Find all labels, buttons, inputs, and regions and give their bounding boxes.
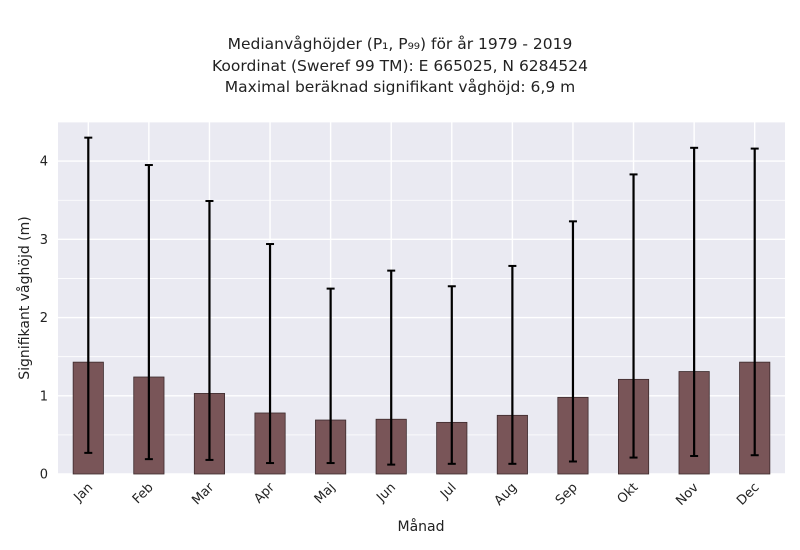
plot-area	[58, 122, 785, 474]
x-axis-label: Månad	[398, 518, 445, 535]
chart-title: Medianvåghöjder (P₁, P₉₉) för år 1979 - …	[0, 34, 800, 99]
title-line-3: Maximal beräknad signifikant våghöjd: 6,…	[224, 78, 576, 96]
y-axis-label: Signifikant våghöjd (m)	[16, 216, 33, 379]
error-bars	[84, 136, 759, 466]
x-tick-label: Mar	[189, 480, 217, 508]
x-tick-label: Jan	[71, 480, 96, 505]
x-tick-label: Feb	[130, 480, 157, 507]
y-tick-label: 2	[40, 311, 48, 326]
y-tick-label: 3	[40, 233, 48, 248]
title-line-2: Koordinat (Sweref 99 TM): E 665025, N 62…	[212, 56, 588, 75]
x-tick-label: Okt	[615, 480, 642, 507]
x-tick-labels: Jan Feb Mar Apr Maj Jun Jul Aug Sep Okt Nov Dec	[71, 480, 763, 509]
x-tick-label: Nov	[673, 480, 702, 509]
y-tick-labels: 0 1 2 3 4	[40, 155, 48, 483]
x-tick-label: Sep	[553, 480, 581, 508]
x-tick-label: Dec	[734, 480, 762, 508]
x-tick-label: Maj	[312, 480, 339, 507]
x-tick-label: Jun	[373, 480, 399, 506]
y-tick-label: 0	[40, 468, 48, 483]
y-tick-label: 4	[40, 155, 48, 170]
x-tick-label: Aug	[492, 480, 521, 509]
y-tick-label: 1	[40, 389, 48, 404]
x-tick-label: Jul	[437, 480, 459, 502]
x-tick-label: Apr	[251, 480, 278, 507]
title-line-1: Medianvåghöjder (P₁, P₉₉) för år 1979 - …	[227, 35, 573, 53]
